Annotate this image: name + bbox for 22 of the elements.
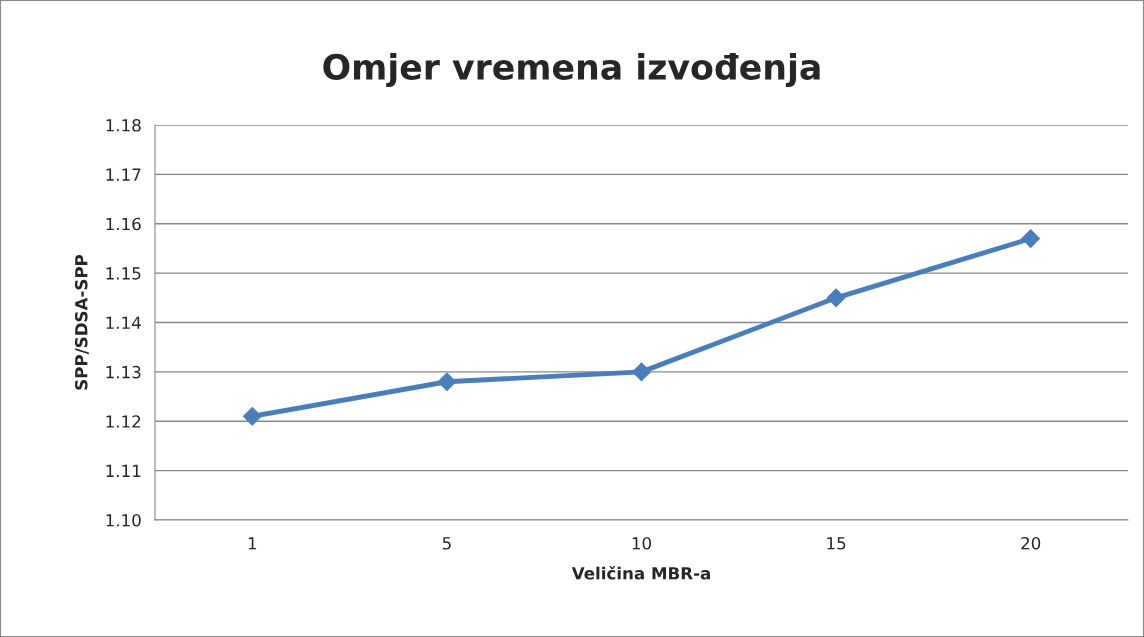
point <box>437 372 457 392</box>
y-tick-label: 1.10 <box>106 513 141 527</box>
y-tick-label: 1.15 <box>106 267 141 280</box>
y-tick-label: 1.14 <box>106 316 141 329</box>
y-tick-label: 1.11 <box>106 464 141 477</box>
x-tick-label: 10 <box>632 536 651 550</box>
x-axis-title: Veličina MBR-a <box>571 566 710 580</box>
x-tick-label: 5 <box>442 537 451 550</box>
y-tick-label: 1.16 <box>106 217 141 231</box>
x-tick-label: 1 <box>248 537 257 550</box>
chart-title: Omjer vremena izvođenja <box>323 53 820 87</box>
point <box>632 362 651 382</box>
point <box>1021 229 1041 248</box>
point <box>826 288 846 308</box>
y-tick-label: 1.18 <box>106 118 141 132</box>
y-axis-title: SPP/SDSA-SPP <box>74 254 89 390</box>
x-tick-label: 20 <box>1021 536 1041 550</box>
y-tick-label: 1.12 <box>106 415 141 428</box>
point <box>242 406 262 426</box>
y-tick-label: 1.17 <box>106 168 141 181</box>
x-tick-label: 15 <box>827 537 846 550</box>
y-tick-label: 1.13 <box>106 365 141 379</box>
